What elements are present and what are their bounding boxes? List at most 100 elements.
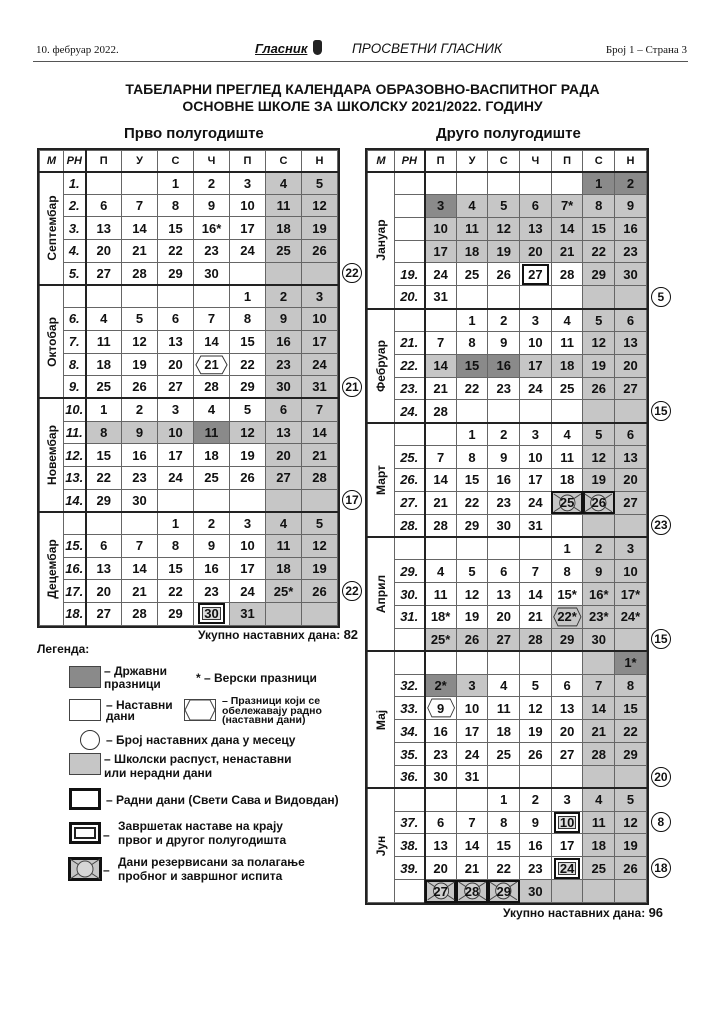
day-cell: 24 [455,742,489,766]
day-number: 7 [436,449,445,465]
month-label: Септембар [39,170,64,286]
column-header: С [157,150,194,173]
header-divider [33,61,688,62]
marked-holiday-icon [426,698,455,718]
day-number: 18 [591,837,607,853]
day-number: 25 [464,266,480,282]
day-cell: 24* [614,605,647,629]
day-cell: 19 [614,833,647,858]
day-cell: 11 [455,216,489,241]
day-number: 16 [496,472,511,488]
day-cell: 14 [193,329,230,354]
day-number: 26 [312,583,327,599]
legend-count: – Број наставних дана у месецу [106,733,296,747]
day-cell: 9 [487,330,521,355]
day-number: 23 [623,243,638,259]
day-number: 21 [591,723,607,739]
day-number: 14 [559,221,575,237]
day-cell: 12 [455,582,489,607]
day-cell: 18 [455,239,489,264]
day-cell [582,879,616,903]
teaching-days-count: 22 [342,580,362,601]
day-cell: 29 [157,602,194,626]
day-number: 4 [436,563,445,579]
day-cell: 25 [550,376,584,401]
week-number: 5. [63,261,86,286]
day-number: 5 [626,792,635,808]
day-cell: 6 [157,307,194,331]
day-cell: 23* [582,605,616,629]
day-cell: 11 [265,193,302,218]
day-cell: 12 [229,420,266,445]
title-line-2: ОСНОВНЕ ШКОЛЕ ЗА ШКОЛСКУ 2021/2022. ГОДИ… [182,98,543,114]
week-number [63,510,86,535]
day-cell: 27 [487,627,521,652]
week-number [394,627,425,652]
week-number [394,171,425,195]
day-cell: 13 [614,330,647,355]
day-number: 5 [135,311,144,327]
first-semester-total: Укупно наставних дана: 82 [198,627,358,642]
day-cell: 14 [121,216,158,241]
day-cell: 14 [550,216,584,241]
month-label: Мај [367,650,395,789]
day-cell: 18* [423,605,457,629]
legend-religious: * – Верски празници [196,671,317,685]
day-number: 16 [433,723,448,739]
week-number: 6. [63,307,86,331]
day-cell: 3 [229,171,266,195]
day-cell: 26 [301,579,338,604]
day-cell [423,650,457,675]
day-number: 10 [168,424,183,440]
teaching-days-count: 22 [342,263,362,284]
day-number: 9 [279,311,288,327]
day-number: 31 [464,769,480,785]
week-row: 4. 20 21 22 23 24 25 26 [40,239,338,263]
week-number: 19. [394,262,425,287]
day-number: 30 [528,883,543,899]
week-number [394,193,425,218]
first-semester-calendar: М РН П У С Ч П С Н Септембар 1. 1 2 3 4 5 2. 6 7 8 9 10 11 12 3.… [37,148,340,628]
day-number: 29 [496,883,511,899]
day-cell: 4 [84,307,122,331]
week-number: 35. [394,742,425,766]
day-cell: 25 [193,465,230,490]
day-cell: 18 [550,353,584,378]
day-number: 8 [468,449,476,465]
day-cell [550,399,584,424]
week-number: 8. [63,352,86,377]
day-cell: 10 [229,193,266,218]
day-number: 6 [436,815,445,831]
day-number: 9 [500,449,508,465]
day-cell [301,602,338,626]
day-cell: 12 [121,329,158,354]
day-number: 9 [500,335,508,351]
day-cell: 23 [423,742,457,766]
day-number: 11 [204,424,219,440]
day-cell: 13 [550,696,584,721]
column-header: Ч [519,150,552,173]
day-number: 31 [433,289,448,305]
day-cell [157,488,194,513]
day-cell: 21 [193,352,230,377]
day-cell: 26 [582,376,616,401]
week-row: 7. 11 12 13 14 15 16 17 [40,329,338,354]
day-cell: 19 [487,239,521,264]
week-number: 2. [63,193,86,218]
day-cell: 10 [519,330,552,355]
day-cell: 28 [455,879,489,903]
week-row: 28. 28 29 30 31 [368,513,647,538]
day-number: 17 [168,447,183,463]
day-number: 2 [626,175,635,191]
column-header: П [229,150,266,173]
week-row: 18. 27 28 29 30 31 [40,602,338,626]
day-cell [614,285,647,310]
day-number: 26 [496,266,511,282]
week-row: 29. 4 5 6 7 8 9 10 [368,559,647,584]
day-number: 3 [315,289,324,305]
day-cell: 19 [582,353,616,378]
day-number: 21 [433,495,448,511]
day-number: 1 [100,402,108,418]
day-number: 15 [168,220,183,236]
day-cell [519,399,552,424]
